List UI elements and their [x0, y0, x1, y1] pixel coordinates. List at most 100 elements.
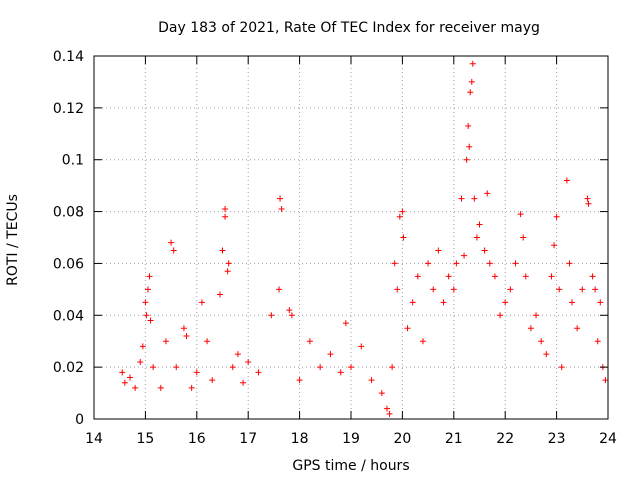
data-point	[491, 273, 498, 280]
data-point	[358, 343, 365, 350]
x-tick-label: 22	[496, 431, 514, 447]
data-point	[551, 242, 558, 249]
x-tick-label: 20	[393, 431, 411, 447]
data-point	[296, 377, 303, 384]
data-point	[481, 247, 488, 254]
data-point	[204, 338, 211, 345]
data-point	[146, 273, 153, 280]
data-point	[471, 195, 478, 202]
data-point	[553, 213, 560, 220]
data-point	[473, 234, 480, 241]
data-point	[440, 299, 447, 306]
data-point	[520, 234, 527, 241]
x-tick-label: 23	[548, 431, 566, 447]
data-point	[450, 286, 457, 293]
data-point	[396, 213, 403, 220]
data-point	[327, 351, 334, 358]
data-point	[527, 325, 534, 332]
data-point	[183, 333, 190, 340]
x-tick-label: 14	[85, 431, 103, 447]
data-point	[602, 377, 609, 384]
data-point	[476, 221, 483, 228]
data-point	[193, 369, 200, 376]
data-point	[234, 351, 241, 358]
data-point	[143, 312, 150, 319]
chart-title: Day 183 of 2021, Rate Of TEC Index for r…	[158, 20, 540, 36]
data-point	[137, 358, 144, 365]
x-tick-label: 21	[445, 431, 463, 447]
data-point	[414, 273, 421, 280]
x-tick-label: 24	[599, 431, 617, 447]
data-point	[147, 317, 154, 324]
data-point	[389, 364, 396, 371]
data-point	[507, 286, 514, 293]
data-point	[558, 364, 565, 371]
data-point	[566, 260, 573, 267]
data-point	[368, 377, 375, 384]
data-point	[467, 89, 474, 96]
data-point	[445, 273, 452, 280]
data-point	[468, 78, 475, 85]
data-point	[278, 205, 285, 212]
data-point	[216, 291, 223, 298]
data-point	[306, 338, 313, 345]
y-axis-label: ROTI / TECUs	[5, 194, 21, 286]
data-point	[268, 312, 275, 319]
data-point	[548, 273, 555, 280]
data-point	[157, 384, 164, 391]
y-tick-label: 0	[75, 412, 84, 428]
data-point	[170, 247, 177, 254]
data-point	[458, 195, 465, 202]
data-point	[435, 247, 442, 254]
data-point	[162, 338, 169, 345]
data-point	[225, 260, 232, 267]
data-point	[348, 364, 354, 371]
data-point	[288, 312, 295, 319]
data-point	[168, 239, 175, 246]
data-point	[486, 260, 493, 267]
data-point	[209, 377, 216, 384]
data-point	[461, 252, 468, 259]
data-point	[517, 211, 524, 218]
data-point	[430, 286, 437, 293]
data-point	[342, 320, 349, 327]
data-point	[409, 299, 416, 306]
data-point	[378, 390, 385, 397]
axis-ticks: 14 15 16 17 18 19 20 21 22 23 24 0 0.02 0.04 0.06 0.08 0…	[53, 49, 617, 447]
data-point	[383, 405, 390, 412]
data-point	[386, 410, 393, 417]
data-point	[245, 358, 252, 365]
data-point	[337, 369, 344, 376]
data-point	[463, 156, 470, 163]
data-point	[569, 299, 576, 306]
x-axis-label: GPS time / hours	[292, 458, 409, 474]
data-point	[286, 307, 293, 314]
data-point	[533, 312, 540, 319]
data-point	[453, 260, 460, 267]
y-tick-label: 0.06	[53, 256, 84, 272]
data-point	[484, 190, 491, 197]
data-point	[563, 177, 570, 184]
data-point	[579, 286, 586, 293]
data-point	[594, 338, 601, 345]
data-point	[224, 268, 231, 275]
y-tick-label: 0.02	[53, 360, 84, 376]
data-point	[222, 213, 229, 220]
data-point	[150, 364, 157, 371]
data-point	[144, 286, 151, 293]
y-tick-label: 0.1	[62, 153, 84, 169]
data-point	[119, 369, 126, 376]
data-point	[425, 260, 432, 267]
data-point	[469, 60, 476, 67]
data-point	[466, 143, 473, 150]
data-point	[317, 364, 324, 371]
y-tick-label: 0.14	[53, 49, 84, 65]
data-point	[502, 299, 509, 306]
x-tick-label: 16	[188, 431, 206, 447]
data-point	[522, 273, 529, 280]
data-point	[391, 260, 398, 267]
data-point	[139, 343, 146, 350]
data-point	[399, 208, 406, 215]
data-point	[556, 286, 563, 293]
